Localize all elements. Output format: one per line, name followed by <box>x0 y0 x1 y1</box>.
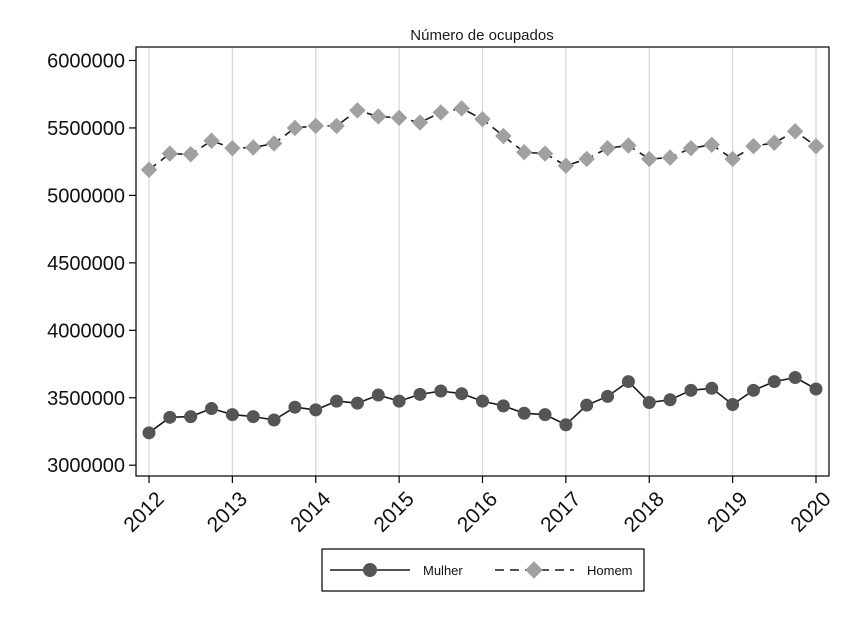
data-point-mulher <box>184 410 198 424</box>
data-point-homem <box>578 150 595 168</box>
data-point-mulher <box>684 383 698 397</box>
ytick-label: 4500000 <box>47 253 125 275</box>
xtick-label: 2017 <box>536 487 585 536</box>
data-point-mulher <box>350 396 364 410</box>
data-point-homem <box>682 139 700 157</box>
data-point-mulher <box>517 406 531 420</box>
data-point-mulher <box>476 394 489 408</box>
data-point-homem <box>161 145 179 162</box>
xtick-label: 2019 <box>703 487 752 536</box>
chart-title: Número de ocupados <box>410 27 553 44</box>
series-homem <box>140 100 825 178</box>
ytick-label: 3000000 <box>47 455 125 477</box>
ytick-label: 4000000 <box>47 320 125 342</box>
xtick-label: 2015 <box>370 487 419 536</box>
data-point-homem <box>224 139 241 157</box>
data-point-homem <box>515 144 533 161</box>
data-point-mulher <box>413 387 427 401</box>
data-point-homem <box>766 134 783 151</box>
data-point-mulher <box>330 394 344 408</box>
data-point-mulher <box>601 389 615 403</box>
data-point-homem <box>474 110 491 128</box>
data-point-mulher <box>767 375 781 389</box>
data-point-mulher <box>371 388 385 402</box>
data-point-mulher <box>746 383 760 397</box>
series-mulher <box>142 371 823 440</box>
data-point-homem <box>307 117 324 135</box>
data-point-mulher <box>246 410 260 424</box>
data-point-homem <box>349 102 366 119</box>
data-point-mulher <box>705 381 719 395</box>
data-point-mulher <box>267 413 281 427</box>
xtick-label: 2012 <box>119 487 168 536</box>
xtick-label: 2016 <box>453 487 502 536</box>
data-point-mulher <box>621 375 635 389</box>
legend-label-homem: Homem <box>587 563 633 578</box>
data-point-homem <box>807 137 825 155</box>
data-point-mulher <box>309 403 323 417</box>
data-point-homem <box>495 127 512 145</box>
data-point-homem <box>453 100 470 117</box>
xtick-label: 2018 <box>620 487 669 536</box>
data-point-mulher <box>726 398 740 411</box>
xtick-label: 2020 <box>786 487 835 536</box>
data-point-homem <box>703 136 720 154</box>
data-point-mulher <box>205 402 219 416</box>
data-point-homem <box>661 149 679 166</box>
data-point-homem <box>745 137 762 155</box>
data-point-homem <box>245 139 262 156</box>
data-point-mulher <box>642 395 656 409</box>
data-point-homem <box>620 137 637 154</box>
legend-label-mulher: Mulher <box>423 563 463 578</box>
data-point-mulher <box>559 418 573 432</box>
data-point-homem <box>390 109 408 127</box>
ytick-label: 5000000 <box>47 185 125 207</box>
data-point-mulher <box>163 410 177 424</box>
data-point-homem <box>599 139 616 157</box>
data-point-mulher <box>496 399 510 413</box>
data-point-mulher <box>142 426 156 440</box>
data-point-homem <box>182 146 199 163</box>
plot-frame <box>135 46 830 477</box>
data-point-mulher <box>455 387 469 401</box>
data-point-homem <box>140 161 158 178</box>
data-point-homem <box>724 150 741 168</box>
data-point-mulher <box>434 384 448 398</box>
data-point-mulher <box>788 371 802 385</box>
legend-marker-homem <box>525 561 543 579</box>
data-point-mulher <box>392 394 406 408</box>
series-layer <box>140 100 825 440</box>
ytick-label: 5500000 <box>47 118 125 140</box>
data-point-mulher <box>225 408 239 422</box>
data-point-homem <box>536 145 554 162</box>
data-point-homem <box>411 114 429 131</box>
data-point-mulher <box>580 398 594 412</box>
legend: Mulher Homem <box>321 548 645 592</box>
data-point-mulher <box>288 400 302 414</box>
data-point-mulher <box>809 382 823 396</box>
data-point-homem <box>370 108 387 125</box>
data-point-mulher <box>663 393 677 407</box>
ytick-label: 3500000 <box>47 388 125 410</box>
data-point-homem <box>786 123 804 140</box>
data-point-homem <box>286 119 304 137</box>
ytick-label: 6000000 <box>47 50 125 72</box>
data-point-homem <box>432 104 450 121</box>
data-point-homem <box>265 135 283 152</box>
data-point-homem <box>641 150 658 168</box>
xtick-label: 2013 <box>203 487 252 536</box>
data-point-homem <box>203 132 220 149</box>
xtick-label: 2014 <box>286 487 336 537</box>
legend-marker-mulher <box>363 563 377 577</box>
data-point-mulher <box>538 408 552 422</box>
data-point-homem <box>328 117 345 135</box>
data-point-homem <box>557 157 575 174</box>
